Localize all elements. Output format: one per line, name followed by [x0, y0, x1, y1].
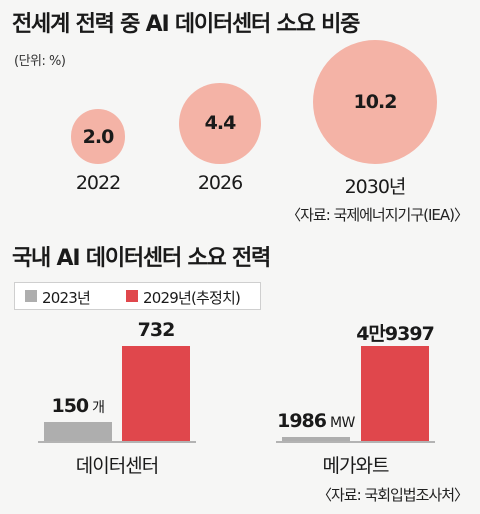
baseline-0	[38, 441, 196, 443]
bar-value-2023-0: 150 개	[51, 394, 105, 417]
year-label-2022: 2022	[75, 172, 121, 194]
chart-title-global-share: 전세계 전력 중 AI 데이터센터 소요 비중	[12, 12, 360, 37]
bar-2029-0	[122, 345, 190, 441]
bar-2023-0	[44, 421, 112, 441]
category-label-1: 메가와트	[322, 455, 390, 477]
bar-value-2029-1: 4만9397	[356, 319, 435, 346]
legend-swatch-2023	[25, 290, 37, 302]
year-label-2030년: 2030년	[344, 176, 407, 198]
bar-2029-1	[361, 345, 429, 441]
bubble-2030년: 10.2	[313, 40, 437, 164]
bar-value-2023-1: 1986 MW	[277, 410, 355, 432]
bar-value-number: 150	[51, 394, 89, 417]
legend-label-2023: 2023년	[42, 289, 91, 307]
legend: 2023년 2029년(추정치)	[14, 282, 261, 310]
bar-value-number: 732	[137, 318, 176, 341]
bar-value-2029-0: 732	[137, 318, 176, 341]
source-assembly: 〈자료: 국회입법조사처〉	[316, 486, 469, 504]
baseline-1	[276, 441, 435, 443]
chart-title-korea-power: 국내 AI 데이터센터 소요 전력	[12, 246, 271, 271]
bar-unit: 개	[88, 399, 105, 416]
unit-label: (단위: %)	[14, 54, 66, 69]
source-iea: 〈자료: 국제에너지기구(IEA)〉	[286, 206, 469, 224]
bar-value-number: 4만9397	[356, 322, 435, 345]
bar-unit: MW	[326, 415, 355, 432]
category-label-0: 데이터센터	[75, 455, 159, 477]
legend-label-2029: 2029년(추정치)	[143, 289, 241, 307]
bubble-2026: 4.4	[179, 82, 261, 164]
year-label-2026: 2026	[197, 172, 243, 194]
bubble-2022: 2.0	[70, 109, 126, 164]
bar-value-number: 1986	[277, 410, 327, 433]
bar-2023-1	[282, 437, 350, 441]
legend-swatch-2029	[126, 290, 138, 302]
